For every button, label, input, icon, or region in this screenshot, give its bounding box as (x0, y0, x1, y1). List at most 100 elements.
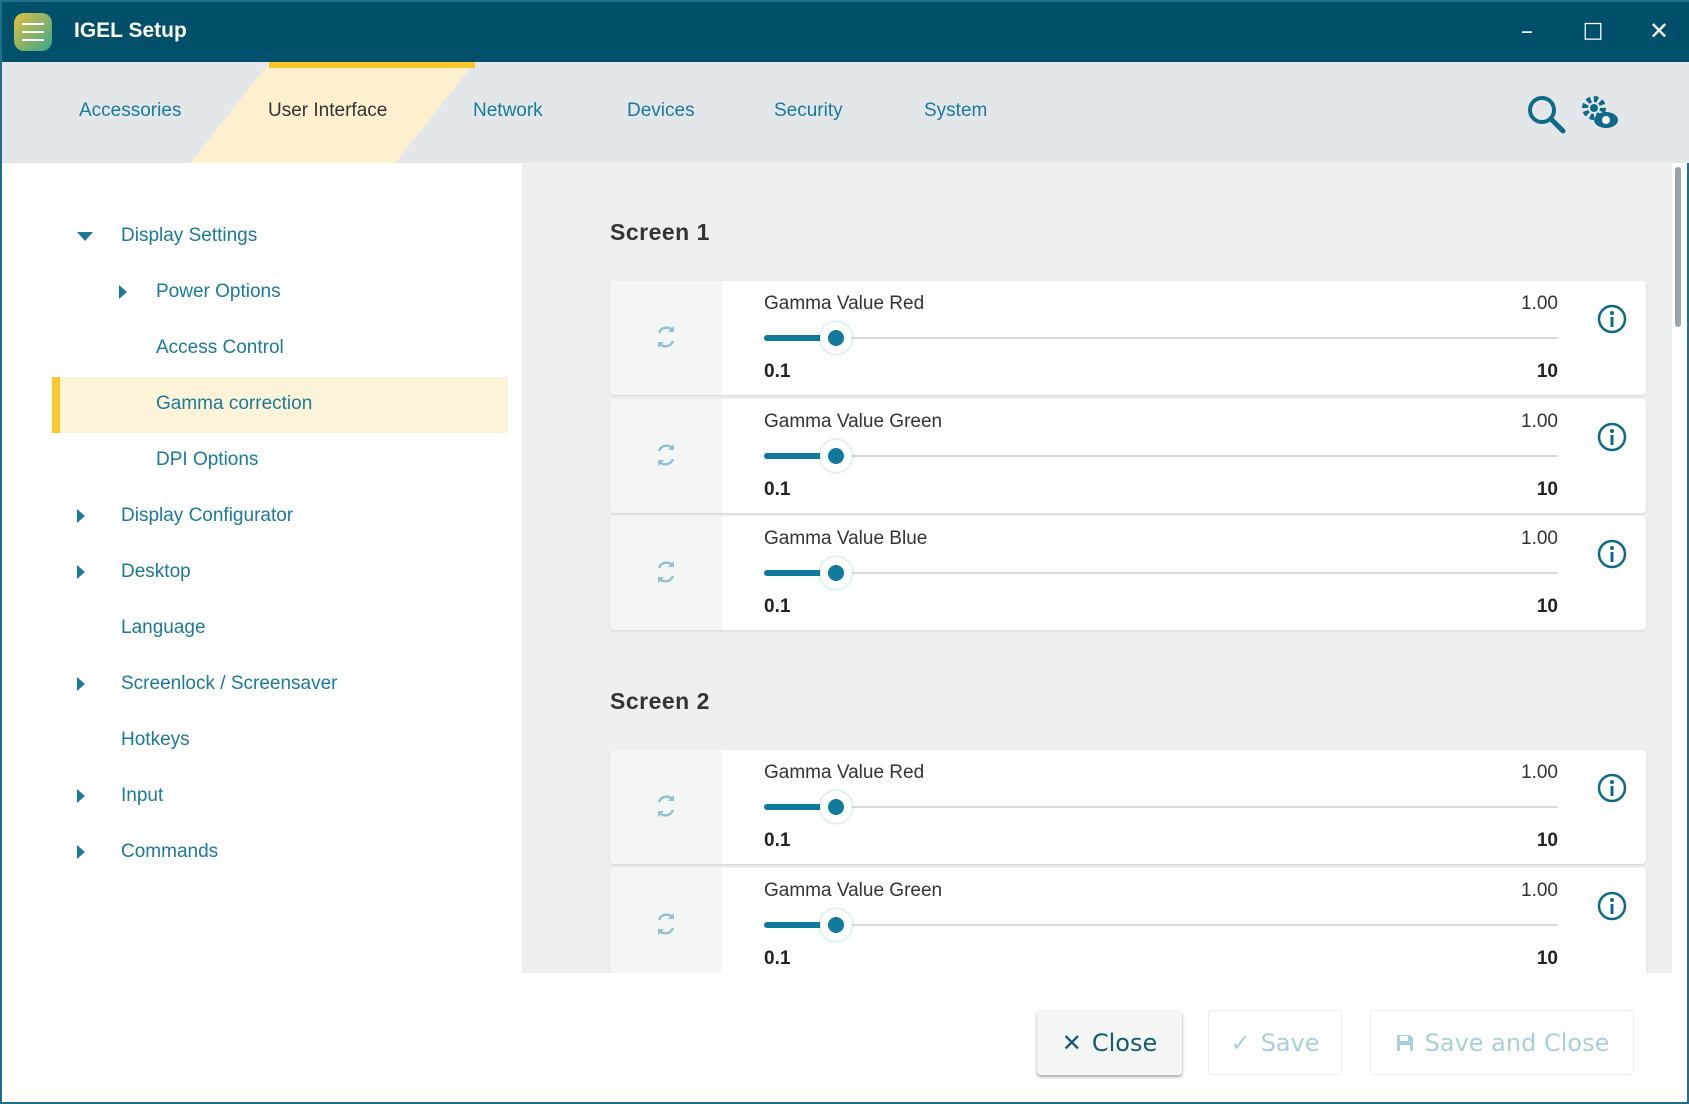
reset-panel (610, 399, 722, 513)
window-title: IGEL Setup (74, 19, 187, 42)
tree-item[interactable]: Desktop (2, 544, 502, 600)
gear-eye-icon[interactable] (1578, 92, 1622, 136)
gamma-setting-card: Gamma Value Red 1.00 0.1 10 (610, 750, 1646, 864)
content-scrollbar[interactable] (1672, 163, 1684, 973)
slider-fill (764, 570, 837, 576)
reset-icon[interactable] (650, 556, 682, 588)
info-icon[interactable] (1596, 303, 1628, 335)
reset-icon[interactable] (650, 439, 682, 471)
tree-item-label: Desktop (121, 561, 191, 582)
save-and-close-label: Save and Close (1424, 1028, 1610, 1057)
save-and-close-button[interactable]: Save and Close (1370, 1010, 1634, 1075)
expand-right-icon[interactable] (77, 509, 85, 523)
tree-item[interactable]: Input (2, 768, 502, 824)
gamma-setting-card: Gamma Value Red 1.00 0.1 10 (610, 281, 1646, 395)
setting-value: 1.00 (1521, 411, 1558, 432)
expand-right-icon[interactable] (77, 677, 85, 691)
gamma-slider[interactable] (764, 322, 1558, 354)
settings-tree: Display Settings Power Options Access Cont… (2, 163, 522, 973)
tree-item[interactable]: Display Settings (2, 208, 502, 264)
gamma-slider[interactable] (764, 791, 1558, 823)
setting-value: 1.00 (1521, 528, 1558, 549)
top-navigation: Accessories User Interface Network Devic… (2, 62, 1689, 163)
tree-item-label: Access Control (156, 337, 284, 358)
info-icon[interactable] (1596, 772, 1628, 804)
gamma-slider[interactable] (764, 909, 1558, 941)
save-label: Save (1260, 1028, 1320, 1057)
floppy-disk-icon (1396, 1034, 1413, 1051)
tree-item[interactable]: Hotkeys (2, 712, 502, 768)
tab-user-interface[interactable]: User Interface (268, 100, 388, 121)
setting-label: Gamma Value Red (764, 293, 925, 314)
tab-accessories[interactable]: Accessories (79, 100, 182, 121)
slider-thumb[interactable] (820, 791, 853, 823)
slider-max-label: 10 (1536, 948, 1558, 969)
tab-system[interactable]: System (924, 100, 988, 121)
setting-value: 1.00 (1521, 293, 1558, 314)
expand-down-icon[interactable] (77, 232, 93, 241)
setting-label: Gamma Value Red (764, 762, 925, 783)
slider-min-label: 0.1 (764, 830, 791, 851)
info-icon[interactable] (1596, 421, 1628, 453)
tab-network[interactable]: Network (473, 100, 543, 121)
reset-panel (610, 868, 722, 973)
expand-right-icon[interactable] (119, 285, 127, 299)
tree-item[interactable]: Access Control (2, 320, 502, 376)
tree-item-label: Gamma correction (156, 393, 313, 414)
slider-fill (764, 922, 837, 928)
tree-item-label: Display Settings (121, 225, 258, 246)
setting-value: 1.00 (1521, 880, 1558, 901)
slider-min-label: 0.1 (764, 596, 791, 617)
slider-thumb[interactable] (820, 440, 853, 472)
tab-devices[interactable]: Devices (627, 100, 695, 121)
tree-item[interactable]: Screenlock / Screensaver (2, 656, 502, 712)
maximize-button[interactable]: □ (1582, 18, 1604, 43)
slider-min-label: 0.1 (764, 479, 791, 500)
gamma-setting-card: Gamma Value Blue 1.00 0.1 10 (610, 516, 1646, 630)
expand-right-icon[interactable] (77, 789, 85, 803)
section-title: Screen 2 (610, 688, 710, 714)
settings-content: Screen 1 Gamma Value Red 1.00 0.1 10 Gam… (522, 163, 1672, 973)
tab-security[interactable]: Security (774, 100, 843, 121)
search-icon[interactable] (1524, 92, 1568, 136)
info-icon[interactable] (1596, 890, 1628, 922)
reset-icon[interactable] (650, 908, 682, 940)
gamma-slider[interactable] (764, 440, 1558, 472)
info-icon[interactable] (1596, 538, 1628, 570)
slider-max-label: 10 (1536, 830, 1558, 851)
slider-thumb[interactable] (820, 322, 853, 354)
reset-icon[interactable] (650, 790, 682, 822)
expand-right-icon[interactable] (77, 565, 85, 579)
selected-item-highlight (52, 377, 508, 433)
tree-item[interactable]: Language (2, 600, 502, 656)
slider-max-label: 10 (1536, 596, 1558, 617)
tree-item-label: Power Options (156, 281, 281, 302)
gamma-slider[interactable] (764, 557, 1558, 589)
tree-item-label: Language (121, 617, 206, 638)
reset-panel (610, 750, 722, 864)
tree-item[interactable]: Power Options (2, 264, 502, 320)
slider-min-label: 0.1 (764, 361, 791, 382)
minimize-button[interactable]: – (1521, 17, 1533, 45)
tree-item[interactable]: DPI Options (2, 432, 502, 488)
save-button[interactable]: ✓ Save (1208, 1010, 1342, 1075)
expand-right-icon[interactable] (77, 845, 85, 859)
close-button[interactable]: ✕ Close (1037, 1010, 1182, 1075)
selected-tab-indicator (269, 62, 475, 68)
reset-icon[interactable] (650, 321, 682, 353)
tree-item-label: DPI Options (156, 449, 259, 470)
tree-item[interactable]: Display Configurator (2, 488, 502, 544)
slider-thumb[interactable] (820, 557, 853, 589)
x-icon: ✕ (1061, 1028, 1082, 1057)
slider-thumb[interactable] (820, 909, 853, 941)
slider-fill (764, 804, 837, 810)
tree-item-label: Display Configurator (121, 505, 294, 526)
gamma-setting-card: Gamma Value Green 1.00 0.1 10 (610, 399, 1646, 513)
tree-item[interactable]: Commands (2, 824, 502, 880)
scrollbar-thumb[interactable] (1675, 167, 1681, 327)
close-window-button[interactable]: ✕ (1648, 17, 1670, 45)
slider-fill (764, 453, 837, 459)
tree-item[interactable]: Gamma correction (2, 376, 502, 432)
slider-max-label: 10 (1536, 361, 1558, 382)
tree-item-label: Commands (121, 841, 219, 862)
